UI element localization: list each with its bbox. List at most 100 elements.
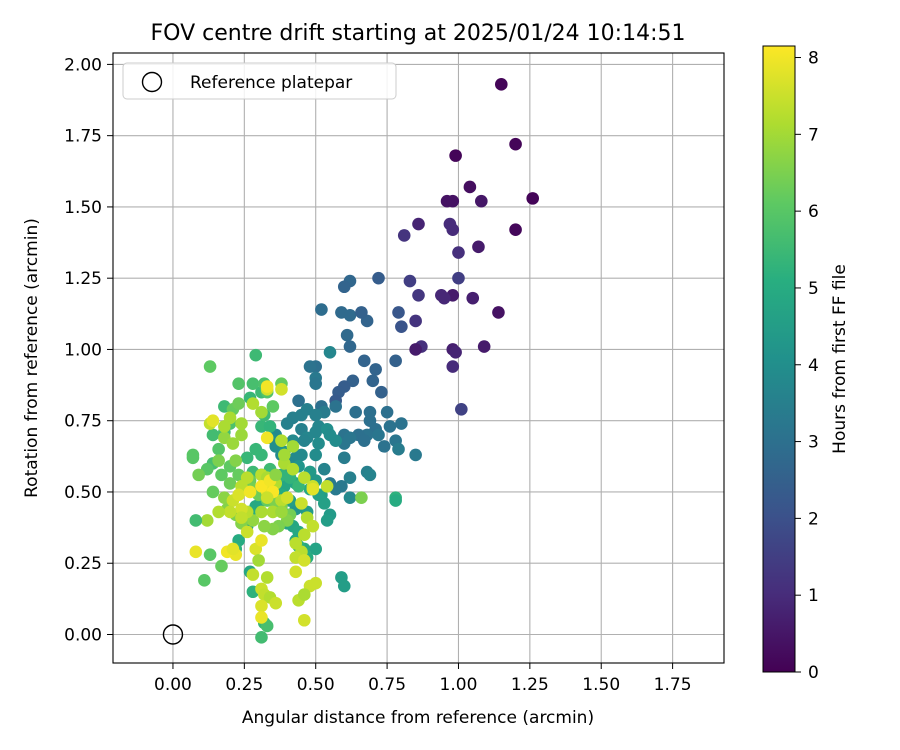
x-tick-label: 0.25 [225, 675, 263, 695]
data-point [255, 534, 268, 547]
data-point [275, 505, 288, 519]
data-point [203, 548, 217, 561]
data-point [186, 451, 200, 465]
data-point [255, 611, 268, 624]
data-point [297, 588, 311, 601]
data-point [266, 400, 280, 413]
data-point [409, 343, 422, 356]
data-point [449, 345, 462, 359]
x-tick-label: 1.00 [440, 675, 478, 695]
data-point [246, 568, 260, 581]
data-point [329, 400, 343, 413]
data-point [409, 314, 422, 328]
reference-platepar-point [162, 624, 184, 645]
x-tick-label: 1.75 [654, 675, 692, 695]
data-point [475, 194, 488, 208]
data-point [240, 471, 254, 485]
data-point [343, 491, 357, 504]
data-point [263, 420, 277, 433]
data-point [286, 462, 300, 476]
data-point [343, 308, 357, 322]
data-point [255, 405, 268, 419]
data-point [323, 345, 337, 359]
data-point [337, 280, 351, 294]
data-point [309, 448, 323, 462]
data-point [289, 565, 303, 579]
x-tick-label: 1.25 [511, 675, 549, 695]
y-tick-label: 0.75 [64, 412, 102, 432]
data-point [412, 217, 425, 231]
data-point [232, 397, 245, 410]
data-point [437, 291, 451, 305]
data-point [223, 505, 237, 519]
data-point [412, 288, 425, 302]
legend-box [122, 62, 397, 100]
y-axis-ticks: 0.00 0.25 0.50 0.75 1.00 1.25 1.50 1.75 2.00 [64, 55, 113, 645]
data-point [383, 420, 397, 433]
data-point [395, 417, 408, 430]
colorbar-tick-label: 4 [808, 356, 819, 376]
data-point [397, 229, 411, 242]
data-point [377, 440, 391, 453]
data-point [372, 271, 385, 285]
data-point [226, 437, 240, 450]
data-point [212, 454, 225, 467]
data-point [249, 348, 263, 362]
data-point [392, 306, 405, 319]
x-tick-label: 0.00 [154, 675, 192, 695]
data-point [309, 542, 323, 556]
data-point [292, 394, 305, 408]
x-axis-ticks: 0.00 0.25 0.50 0.75 1.00 1.25 1.50 1.75 [154, 663, 692, 695]
data-point [232, 377, 245, 390]
data-point [449, 149, 462, 162]
data-point [306, 519, 320, 533]
data-point [260, 571, 274, 584]
data-point [212, 442, 225, 456]
data-point [226, 542, 240, 556]
data-point [409, 448, 422, 462]
plot-frame [112, 52, 725, 664]
data-point [315, 303, 328, 316]
data-point [337, 579, 351, 593]
data-point [329, 434, 343, 447]
data-point [309, 408, 323, 422]
x-tick-label: 0.75 [368, 675, 406, 695]
data-point [343, 471, 357, 485]
colorbar-tick-label: 7 [808, 125, 819, 145]
data-point [192, 468, 205, 482]
data-point [252, 554, 265, 567]
y-tick-label: 1.00 [64, 340, 102, 360]
grid-lines [113, 53, 724, 663]
data-point [223, 477, 237, 490]
data-point [526, 192, 540, 205]
data-point [235, 428, 248, 442]
colorbar-tick-label: 1 [808, 586, 819, 606]
data-point [395, 320, 408, 333]
data-point [255, 448, 268, 462]
reference-marker [162, 624, 184, 645]
data-point [477, 340, 491, 353]
data-point [232, 488, 245, 502]
data-point [260, 491, 274, 504]
data-point [455, 403, 468, 416]
data-point [340, 328, 354, 342]
data-point [255, 599, 268, 613]
data-point [215, 468, 228, 482]
data-point [235, 511, 248, 524]
data-point [494, 78, 508, 91]
data-point [363, 468, 377, 482]
data-point [392, 442, 405, 456]
y-tick-label: 0.50 [64, 483, 102, 503]
data-point [255, 505, 268, 519]
colorbar-tick-label: 8 [808, 49, 819, 69]
chart-title: FOV centre drift starting at 2025/01/24 … [151, 21, 686, 46]
colorbar-ticks: 0 1 2 3 4 5 6 7 8 [795, 49, 819, 683]
data-point [297, 528, 311, 542]
data-point [200, 514, 214, 527]
y-tick-label: 1.25 [64, 269, 102, 289]
data-point [243, 485, 257, 499]
data-point [312, 437, 325, 450]
data-point [355, 306, 368, 319]
data-point [206, 428, 220, 442]
data-point [452, 246, 465, 259]
